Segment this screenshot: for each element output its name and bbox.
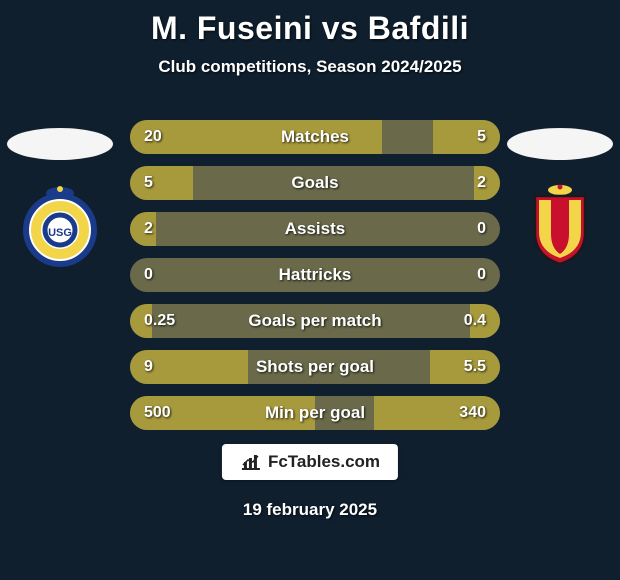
stat-row: 500340Min per goal [130,396,500,430]
stat-label: Goals per match [130,304,500,338]
watermark-badge: FcTables.com [222,444,398,480]
stats-bars-container: 205Matches 52Goals 20Assists 00Hattricks 0.2… [130,120,500,442]
stat-row: 205Matches [130,120,500,154]
stat-label: Goals [130,166,500,200]
kv-mechelen-badge-icon [515,178,605,268]
player-right-badge [510,178,610,268]
stat-row: 00Hattricks [130,258,500,292]
stat-label: Hattricks [130,258,500,292]
player-left-badge: USG [10,178,110,268]
comparison-infographic: M. Fuseini vs Bafdili Club competitions,… [0,0,620,580]
stat-label: Matches [130,120,500,154]
stat-label: Shots per goal [130,350,500,384]
player-left-silhouette [7,128,113,160]
stat-row: 52Goals [130,166,500,200]
stat-label: Assists [130,212,500,246]
page-title: M. Fuseini vs Bafdili [0,0,620,47]
svg-text:USG: USG [48,227,72,239]
subtitle: Club competitions, Season 2024/2025 [0,57,620,77]
stat-row: 0.250.4Goals per match [130,304,500,338]
player-right-silhouette [507,128,613,160]
stat-row: 95.5Shots per goal [130,350,500,384]
chart-icon [240,453,262,471]
watermark-text: FcTables.com [268,452,380,472]
stat-row: 20Assists [130,212,500,246]
union-sg-badge-icon: USG [15,178,105,268]
date-label: 19 february 2025 [0,500,620,520]
stat-label: Min per goal [130,396,500,430]
